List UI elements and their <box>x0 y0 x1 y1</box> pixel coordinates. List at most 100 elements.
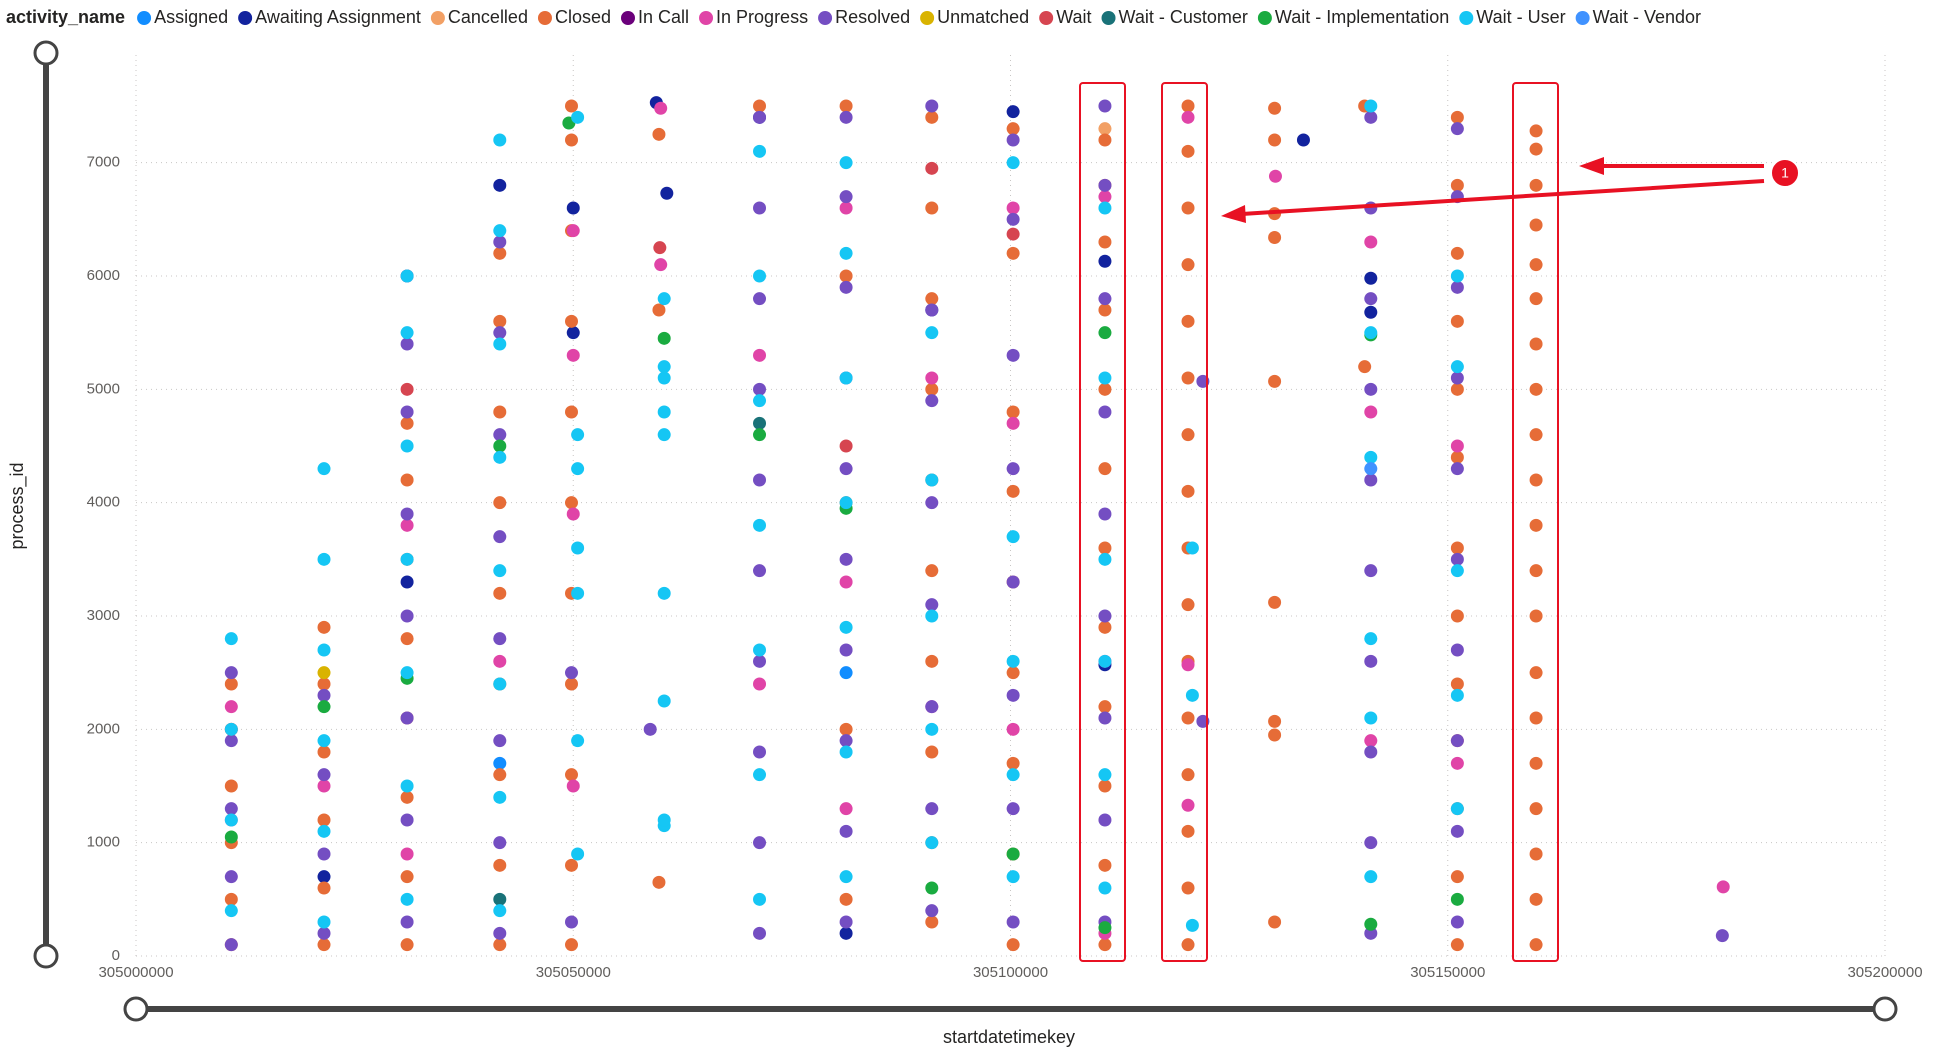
point <box>1529 711 1543 725</box>
point <box>753 836 767 850</box>
point <box>1181 881 1195 895</box>
point <box>400 609 414 623</box>
legend-marker <box>1459 11 1474 25</box>
point <box>224 722 238 736</box>
point <box>1529 892 1543 906</box>
point <box>925 99 939 113</box>
legend-label: Wait - User <box>1476 7 1565 27</box>
y-tick-label: 3000 <box>87 607 120 624</box>
point <box>493 235 507 249</box>
grid: 0 1000 2000 3000 4000 5000 6000 7000 305000000 30… <box>87 55 1923 981</box>
point <box>1006 227 1020 241</box>
point <box>839 802 853 816</box>
point <box>654 101 668 115</box>
point <box>1098 133 1112 147</box>
point <box>400 892 414 906</box>
point <box>925 700 939 714</box>
point <box>1450 110 1464 124</box>
x-slider[interactable] <box>123 996 1898 1022</box>
point <box>400 847 414 861</box>
point <box>753 269 767 283</box>
point <box>839 269 853 283</box>
point <box>1098 382 1112 396</box>
point <box>1450 915 1464 929</box>
point <box>493 632 507 646</box>
y-slider-handle[interactable] <box>33 40 59 66</box>
point <box>1529 666 1543 680</box>
point <box>1268 230 1282 244</box>
legend: activity_name Assigned Awaiting Assignmen… <box>6 7 1701 27</box>
point <box>1098 711 1112 725</box>
point <box>1450 824 1464 838</box>
y-tick-label: 2000 <box>87 720 120 737</box>
point <box>1098 938 1112 952</box>
point <box>839 496 853 510</box>
point <box>224 830 238 844</box>
point <box>1006 938 1020 952</box>
point <box>653 241 667 255</box>
point <box>1529 847 1543 861</box>
point <box>566 507 580 521</box>
legend-marker <box>137 11 152 25</box>
x-slider-handle[interactable] <box>1872 996 1898 1022</box>
point <box>1529 473 1543 487</box>
point <box>565 99 579 113</box>
point <box>1181 314 1195 328</box>
point <box>925 201 939 215</box>
point <box>657 694 671 708</box>
point <box>1006 666 1020 680</box>
point <box>400 915 414 929</box>
point <box>1296 133 1310 147</box>
point <box>1268 101 1282 115</box>
point <box>753 110 767 124</box>
point <box>1529 609 1543 623</box>
point <box>317 666 331 680</box>
point <box>1098 326 1112 340</box>
point <box>1450 734 1464 748</box>
point <box>1181 711 1195 725</box>
y-slider-handle[interactable] <box>33 943 59 969</box>
x-tick-label: 305050000 <box>536 964 611 981</box>
point <box>1450 552 1464 566</box>
point <box>493 938 507 952</box>
point <box>565 938 579 952</box>
point <box>839 371 853 385</box>
point <box>925 292 939 306</box>
point <box>1450 269 1464 283</box>
point <box>839 915 853 929</box>
point <box>839 620 853 634</box>
point <box>657 360 671 374</box>
point <box>400 439 414 453</box>
point <box>1006 212 1020 226</box>
point <box>839 110 853 124</box>
point <box>317 734 331 748</box>
point <box>566 326 580 340</box>
y-tick-label: 5000 <box>87 380 120 397</box>
x-tick-label: 305000000 <box>98 964 173 981</box>
point <box>317 745 331 759</box>
point <box>1364 271 1378 285</box>
point <box>1268 374 1282 388</box>
point <box>1364 235 1378 249</box>
point <box>1006 530 1020 544</box>
point <box>571 847 585 861</box>
x-slider-handle[interactable] <box>123 996 149 1022</box>
y-slider[interactable] <box>33 40 59 969</box>
point <box>1450 802 1464 816</box>
point <box>1098 99 1112 113</box>
legend-label: Cancelled <box>448 7 528 27</box>
point <box>1529 382 1543 396</box>
point <box>1098 881 1112 895</box>
point <box>925 496 939 510</box>
point <box>224 870 238 884</box>
legend-label: Wait - Implementation <box>1275 7 1449 27</box>
point <box>1098 921 1112 935</box>
point <box>317 824 331 838</box>
point <box>925 110 939 124</box>
point <box>400 326 414 340</box>
point <box>1098 654 1112 668</box>
point <box>753 926 767 940</box>
y-tick-label: 4000 <box>87 494 120 511</box>
badge <box>1770 158 1800 188</box>
point <box>493 790 507 804</box>
